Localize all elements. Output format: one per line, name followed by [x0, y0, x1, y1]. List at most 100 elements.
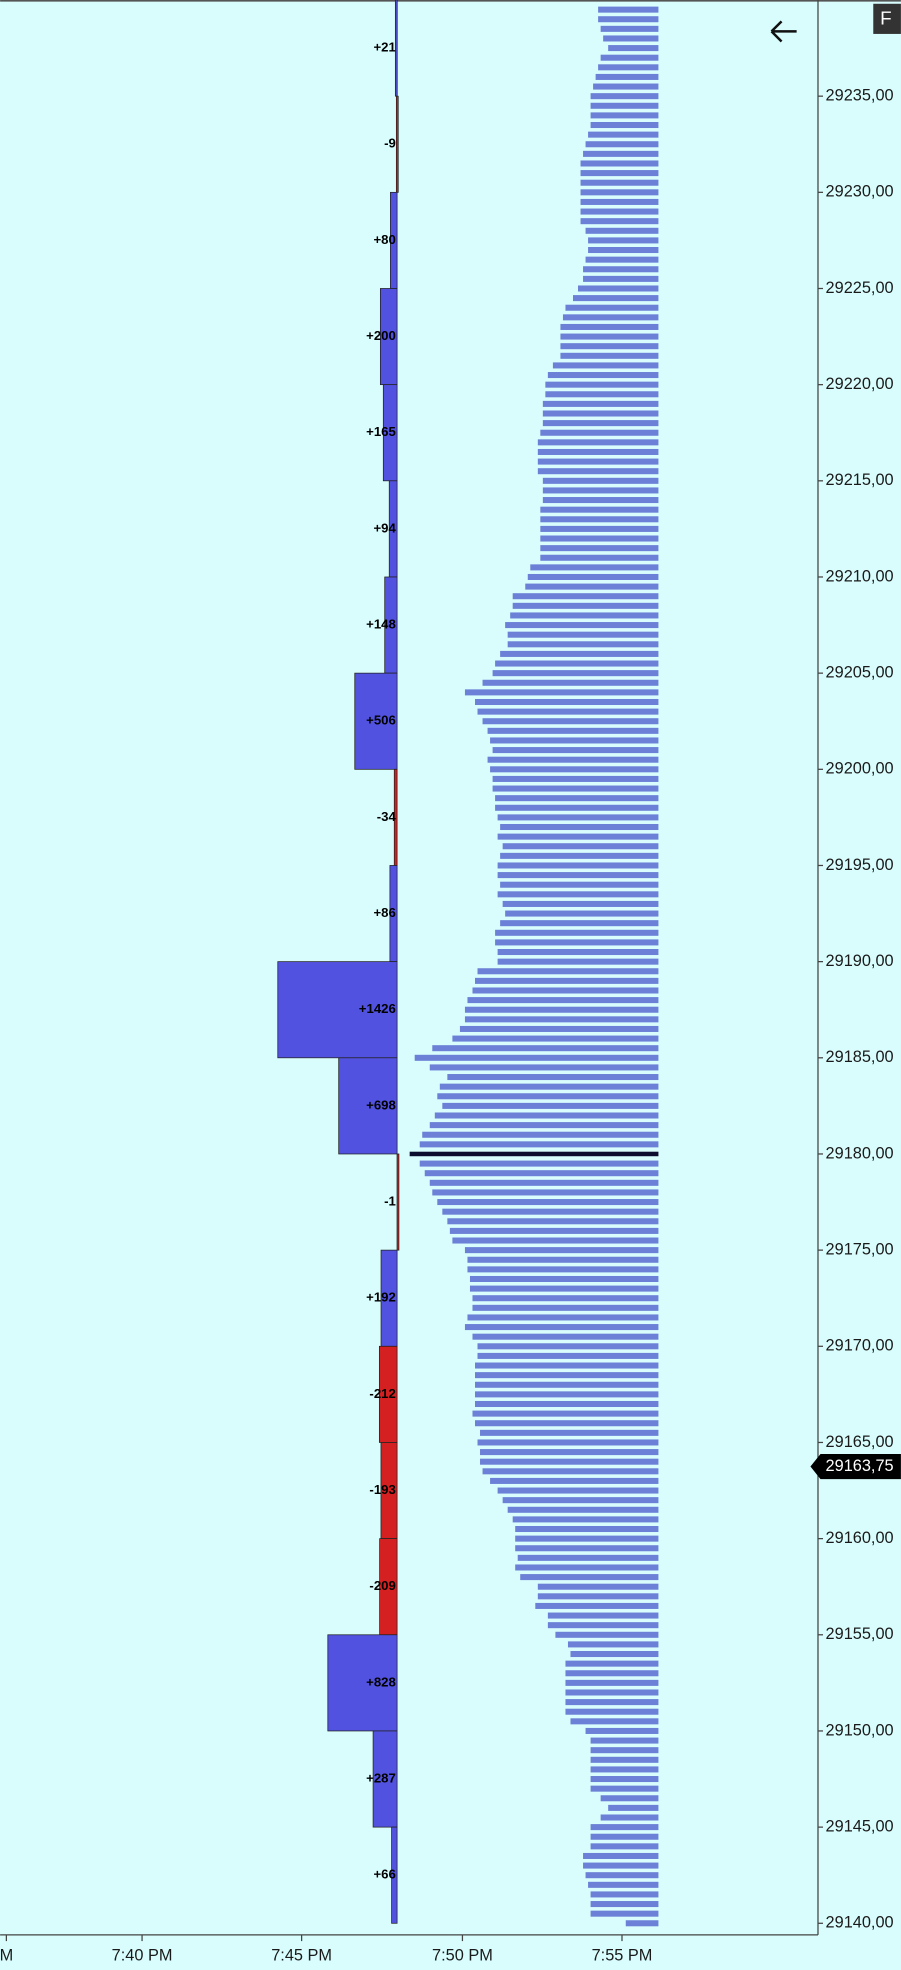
profile-bar: [590, 1776, 659, 1783]
profile-bar: [492, 775, 659, 782]
profile-bar: [560, 352, 659, 359]
profile-bar: [537, 1593, 659, 1600]
delta-label: -193: [369, 1482, 395, 1497]
profile-bar: [580, 189, 659, 196]
profile-bar: [588, 247, 659, 254]
profile-bar: [495, 939, 659, 946]
profile-bar: [474, 1420, 659, 1427]
profile-bar: [603, 35, 659, 42]
profile-bar: [537, 439, 659, 446]
profile-bar: [600, 54, 659, 61]
f-button[interactable]: F: [873, 3, 901, 34]
profile-bar: [608, 1804, 659, 1811]
profile-bar: [477, 1352, 659, 1359]
profile-bar: [492, 670, 659, 677]
y-tick-label: 29175,00: [826, 1240, 894, 1258]
profile-bar: [567, 1641, 659, 1648]
profile-bar: [598, 64, 659, 71]
profile-bar: [474, 1381, 659, 1388]
profile-bar: [527, 573, 659, 580]
profile-bar: [588, 131, 659, 138]
profile-bar: [487, 727, 659, 734]
delta-label: -212: [369, 1386, 395, 1401]
profile-bar: [497, 872, 659, 879]
profile-bar: [540, 429, 659, 436]
profile-bar: [537, 468, 659, 475]
profile-bar: [449, 1227, 659, 1234]
profile-bar: [590, 112, 659, 119]
profile-bar: [590, 1891, 659, 1898]
profile-bar: [590, 1756, 659, 1763]
profile-bar: [515, 1564, 659, 1571]
profile-bar: [495, 795, 659, 802]
x-tick-label: 7:55 PM: [592, 1946, 653, 1964]
profile-bar: [500, 881, 659, 888]
profile-bar: [600, 25, 659, 32]
x-tick-label: 7:40 PM: [112, 1946, 173, 1964]
profile-bar: [492, 785, 659, 792]
delta-label: +200: [366, 328, 396, 343]
profile-bar: [588, 237, 659, 244]
profile-bar: [565, 304, 659, 311]
delta-bar: [396, 1153, 400, 1251]
profile-bar: [429, 1179, 659, 1186]
y-tick-label: 29160,00: [826, 1529, 894, 1547]
delta-label: +165: [366, 424, 396, 439]
profile-bar: [520, 1574, 659, 1581]
profile-bar: [583, 1862, 659, 1869]
profile-bar: [540, 535, 659, 542]
profile-bar: [598, 16, 659, 23]
profile-bar: [565, 1689, 659, 1696]
y-tick-label: 29195,00: [826, 856, 894, 874]
profile-bar: [598, 6, 659, 13]
f-button-label: F: [880, 7, 892, 28]
profile-bar: [590, 102, 659, 109]
profile-bar: [565, 1679, 659, 1686]
profile-bar: [583, 150, 659, 157]
profile-bar: [540, 554, 659, 561]
profile-bar: [588, 1881, 659, 1888]
profile-bar: [565, 1670, 659, 1677]
profile-bar: [580, 160, 659, 167]
profile-bar: [595, 73, 659, 80]
profile-bar: [512, 602, 659, 609]
profile-bar: [477, 968, 659, 975]
profile-bar: [542, 420, 659, 427]
delta-bar: [327, 1634, 398, 1732]
profile-bar: [482, 718, 659, 725]
profile-bar: [447, 1218, 659, 1225]
profile-bar: [510, 612, 659, 619]
profile-bar: [437, 1199, 659, 1206]
profile-bar: [560, 343, 659, 350]
y-tick-label: 29205,00: [826, 663, 894, 681]
back-arrow[interactable]: [770, 20, 797, 43]
delta-label: +80: [373, 232, 395, 247]
profile-bar: [464, 1324, 659, 1331]
profile-bar: [580, 208, 659, 215]
y-tick-label: 29220,00: [826, 375, 894, 393]
profile-bar: [512, 1516, 659, 1523]
profile-bar: [500, 823, 659, 831]
profile-bar: [442, 1208, 659, 1215]
profile-bar: [472, 1333, 659, 1340]
x-tick-label: 7:45 PM: [271, 1946, 332, 1964]
profile-bar: [480, 1449, 659, 1456]
profile-bar: [424, 1170, 659, 1177]
profile-bar: [530, 564, 659, 571]
profile-bar: [414, 1054, 659, 1061]
profile-bar: [490, 1477, 659, 1484]
profile-bar: [497, 833, 659, 840]
delta-bar: [338, 1057, 398, 1155]
profile-bar: [600, 1814, 659, 1821]
y-tick-label: 29180,00: [826, 1144, 894, 1162]
y-tick-label: 29165,00: [826, 1433, 894, 1451]
profile-bar: [570, 1718, 659, 1725]
profile-bar: [578, 285, 659, 292]
profile-bar: [517, 1554, 659, 1561]
f-button-box: [873, 3, 901, 34]
profile-bar: [464, 1006, 659, 1013]
profile-bar: [570, 1651, 659, 1658]
profile-bar: [439, 1083, 659, 1090]
